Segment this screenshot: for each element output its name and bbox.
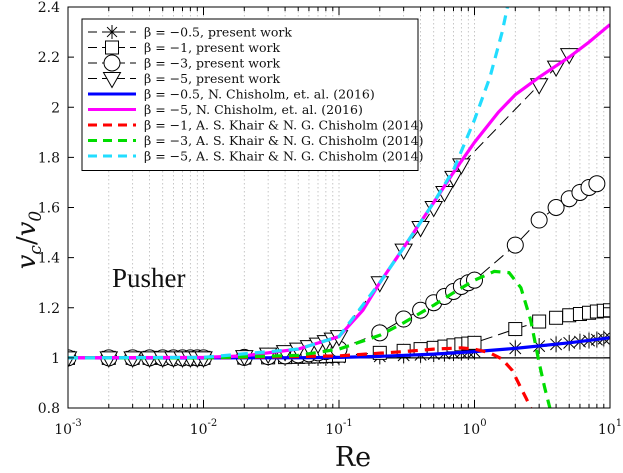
legend-entry-0: β = −0.5, present work bbox=[88, 25, 292, 40]
legend-label: β = −3, present work bbox=[144, 56, 280, 71]
square-shape bbox=[508, 322, 523, 337]
circle-shape bbox=[395, 310, 413, 328]
x-tick-base: 10 bbox=[598, 422, 616, 438]
legend-label: β = −1, A. S. Khair & N. G. Chisholm (20… bbox=[144, 118, 424, 133]
triangle-shape bbox=[102, 72, 122, 89]
legend-entry-3: β = −5, present work bbox=[88, 71, 280, 89]
legend-label: β = −0.5, N. Chisholm, et. al. (2016) bbox=[144, 87, 375, 102]
marker-square bbox=[508, 322, 523, 337]
ticks: 0.811.21.41.61.822.22.410-3 10-2 10-1 100 10… bbox=[38, 0, 622, 438]
x-tick-exp: -2 bbox=[208, 418, 218, 429]
y-tick-label: 1.8 bbox=[38, 150, 60, 166]
circle-shape bbox=[530, 211, 548, 229]
y-label-slash: / bbox=[12, 236, 42, 245]
marker-circle bbox=[588, 175, 606, 193]
marker-circle bbox=[395, 310, 413, 328]
circle-shape bbox=[466, 271, 483, 289]
y-label-sub1: c bbox=[26, 245, 46, 255]
marker-square bbox=[532, 314, 547, 329]
y-tick-label: 0.8 bbox=[38, 401, 60, 417]
x-tick-base: 10 bbox=[325, 422, 343, 438]
legend-label: β = −5, N. Chisholm, et. al. (2016) bbox=[144, 102, 363, 117]
legend-label: β = −0.5, present work bbox=[144, 25, 292, 40]
marker-square bbox=[467, 335, 482, 350]
x-axis-label: Re bbox=[335, 442, 371, 473]
square-shape bbox=[603, 303, 610, 318]
x-tick-label: 100 bbox=[462, 418, 486, 438]
circle-shape bbox=[412, 301, 430, 319]
marker-circle bbox=[412, 301, 430, 319]
legend-entry-2: β = −3, present work bbox=[88, 54, 280, 72]
series-curve-4 bbox=[68, 336, 610, 360]
y-tick-label: 1 bbox=[51, 351, 60, 367]
marker-square bbox=[105, 40, 119, 55]
legend-entry-7: β = −3, A. S. Khair & N. G. Chisholm (20… bbox=[88, 133, 424, 148]
marker-circle bbox=[547, 199, 565, 216]
x-tick-base: 10 bbox=[190, 422, 208, 438]
legend-label: β = −5, present work bbox=[144, 71, 280, 86]
legend-label: β = −1, present work bbox=[144, 40, 280, 55]
legend-entry-8: β = −5, A. S. Khair & N. G. Chisholm (20… bbox=[88, 149, 424, 164]
x-tick-label: 10-3 bbox=[54, 418, 82, 438]
legend-label: β = −3, A. S. Khair & N. G. Chisholm (20… bbox=[144, 133, 424, 148]
x-tick-exp: 1 bbox=[616, 418, 622, 429]
y-tick-label: 1.4 bbox=[38, 251, 60, 267]
y-tick-label: 1.6 bbox=[38, 201, 60, 217]
x-tick-label: 101 bbox=[598, 418, 622, 438]
plot-lines bbox=[68, 7, 610, 408]
square-shape bbox=[105, 40, 119, 55]
legend-entry-6: β = −1, A. S. Khair & N. G. Chisholm (20… bbox=[88, 118, 424, 133]
y-label-v1: v bbox=[12, 254, 42, 269]
x-tick-exp: -1 bbox=[343, 418, 353, 429]
circle-shape bbox=[506, 236, 524, 254]
asterisk-stroke bbox=[603, 337, 610, 344]
x-tick-label: 10-1 bbox=[325, 418, 353, 438]
x-tick-exp: 0 bbox=[480, 418, 486, 429]
circle-shape bbox=[547, 199, 565, 216]
marker-circle bbox=[506, 236, 524, 254]
asterisk-stroke bbox=[603, 331, 610, 339]
legend-entry-4: β = −0.5, N. Chisholm, et. al. (2016) bbox=[88, 87, 375, 102]
square-shape bbox=[467, 335, 482, 350]
square-shape bbox=[532, 314, 547, 329]
series-curve-7 bbox=[68, 269, 552, 408]
legend-entry-1: β = −1, present work bbox=[88, 40, 280, 55]
circle-shape bbox=[103, 54, 121, 72]
legend-entry-5: β = −5, N. Chisholm, et. al. (2016) bbox=[88, 102, 363, 117]
x-tick-base: 10 bbox=[54, 422, 72, 438]
circle-shape bbox=[588, 175, 606, 193]
marker-circle bbox=[530, 211, 548, 229]
legend-box bbox=[81, 18, 419, 171]
legend-label: β = −5, A. S. Khair & N. G. Chisholm (20… bbox=[144, 149, 424, 164]
y-label-sub2: 0 bbox=[26, 211, 46, 222]
marker-square bbox=[603, 303, 610, 318]
x-tick-label: 10-2 bbox=[190, 418, 218, 438]
x-tick-exp: -3 bbox=[72, 418, 82, 429]
y-tick-label: 2.2 bbox=[38, 50, 60, 66]
marker-circle bbox=[466, 271, 483, 289]
annotation-pusher: Pusher bbox=[112, 263, 186, 293]
x-tick-base: 10 bbox=[462, 422, 480, 438]
y-tick-label: 1.2 bbox=[38, 301, 60, 317]
marker-asterisk bbox=[105, 25, 119, 39]
y-axis-label: vc/v0 bbox=[12, 211, 46, 270]
marker-triangle-down bbox=[102, 72, 122, 89]
y-label-v2: v bbox=[12, 221, 42, 236]
series-curve-8 bbox=[68, 7, 509, 360]
marker-circle bbox=[103, 54, 121, 72]
marker-square bbox=[549, 310, 564, 325]
square-shape bbox=[549, 310, 564, 325]
y-tick-label: 2.4 bbox=[38, 0, 60, 16]
asterisk-stroke bbox=[106, 26, 118, 38]
y-tick-label: 2 bbox=[51, 100, 60, 116]
